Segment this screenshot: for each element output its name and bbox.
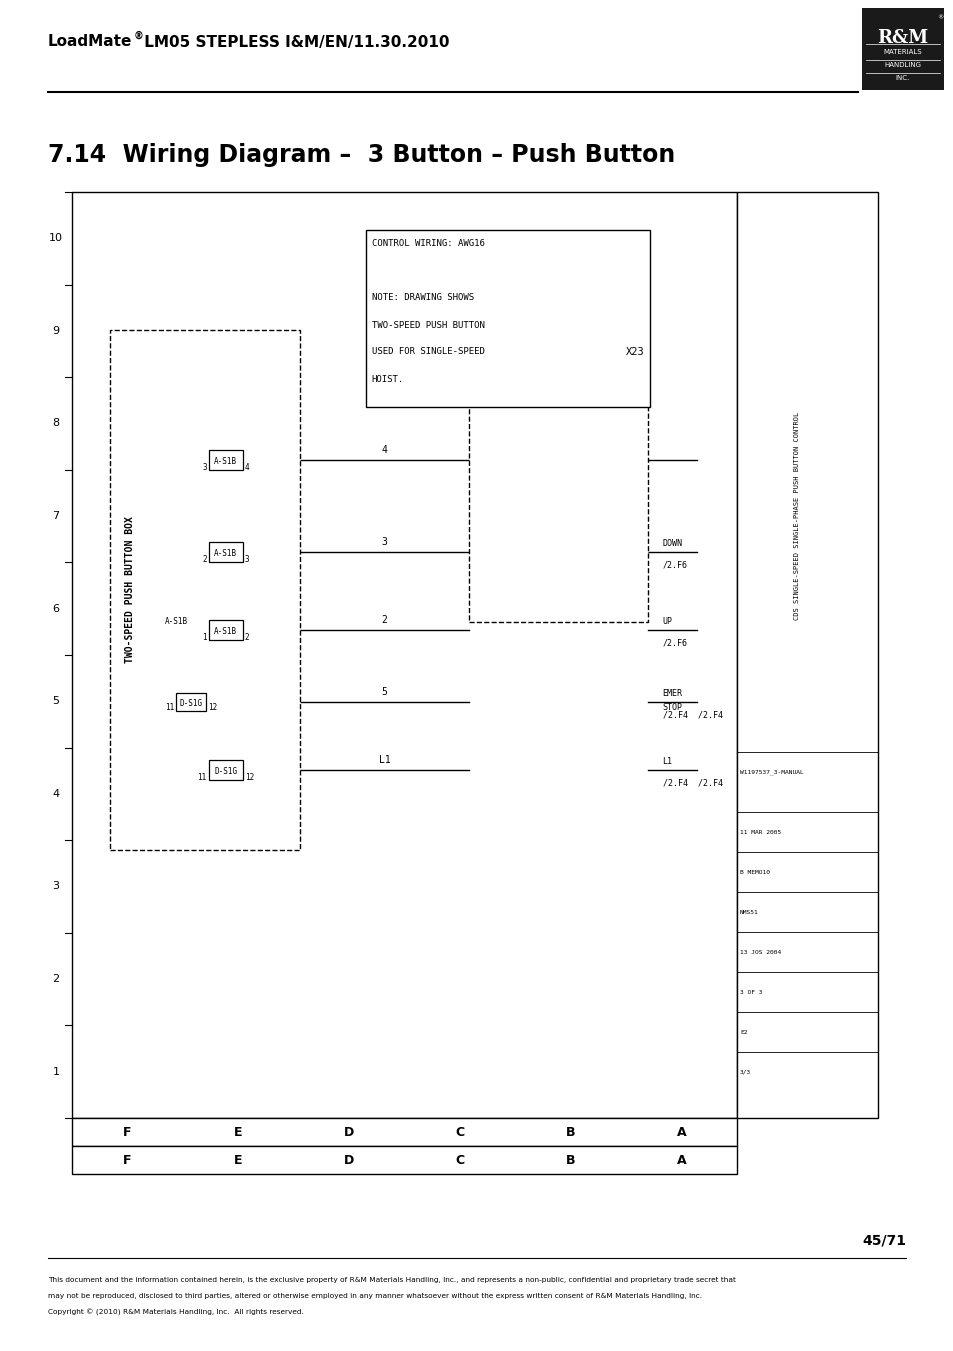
Text: D-S1G: D-S1G <box>214 766 237 775</box>
Text: R&M: R&M <box>877 28 927 47</box>
Text: B MEMO10: B MEMO10 <box>740 870 769 874</box>
Text: 1: 1 <box>202 632 207 642</box>
Text: 2: 2 <box>381 615 387 626</box>
Text: F: F <box>123 1154 132 1166</box>
Text: TWO-SPEED PUSH BUTTON: TWO-SPEED PUSH BUTTON <box>372 320 484 330</box>
Text: 3/3: 3/3 <box>740 1070 750 1074</box>
Text: E: E <box>233 1125 242 1139</box>
Text: /2.F4  /2.F4: /2.F4 /2.F4 <box>662 711 721 720</box>
Text: /2.F4  /2.F4: /2.F4 /2.F4 <box>662 778 721 788</box>
Text: 5: 5 <box>381 688 387 697</box>
Text: This document and the information contained herein, is the exclusive property of: This document and the information contai… <box>48 1277 735 1283</box>
Text: INC.: INC. <box>895 76 909 81</box>
Text: HOIST.: HOIST. <box>372 374 404 384</box>
Text: ®: ® <box>133 31 144 41</box>
Text: UP: UP <box>662 617 672 627</box>
Text: C: C <box>455 1154 464 1166</box>
Text: 6: 6 <box>52 604 59 613</box>
Bar <box>71 192 737 1119</box>
Bar <box>737 192 877 1119</box>
Text: 3: 3 <box>245 554 249 563</box>
Text: 2: 2 <box>245 632 249 642</box>
Text: 7.14  Wiring Diagram –  3 Button – Push Button: 7.14 Wiring Diagram – 3 Button – Push Bu… <box>48 143 675 168</box>
Text: 11 MAR 2005: 11 MAR 2005 <box>740 830 781 835</box>
Text: D: D <box>344 1154 354 1166</box>
Bar <box>469 330 647 621</box>
Text: A: A <box>676 1154 685 1166</box>
Text: A: A <box>676 1125 685 1139</box>
Text: may not be reproduced, disclosed to third parties, altered or otherwise employed: may not be reproduced, disclosed to thir… <box>48 1293 701 1300</box>
Text: B: B <box>565 1125 575 1139</box>
Text: 11: 11 <box>197 773 207 781</box>
Text: 12: 12 <box>208 704 217 712</box>
Text: USED FOR SINGLE-SPEED: USED FOR SINGLE-SPEED <box>372 347 484 357</box>
Text: 8: 8 <box>52 419 59 428</box>
Text: 11: 11 <box>165 704 173 712</box>
Text: HANDLING: HANDLING <box>883 62 921 68</box>
Text: 2: 2 <box>202 554 207 563</box>
Text: F: F <box>123 1125 132 1139</box>
Text: 7: 7 <box>52 511 59 521</box>
Text: 12: 12 <box>245 773 253 781</box>
Text: TWO-SPEED PUSH BUTTON BOX: TWO-SPEED PUSH BUTTON BOX <box>125 516 134 663</box>
Text: CDS SINGLE-SPEED SINGLE-PHASE PUSH BUTTON CONTROL: CDS SINGLE-SPEED SINGLE-PHASE PUSH BUTTO… <box>794 412 800 620</box>
Text: E: E <box>233 1154 242 1166</box>
Text: ®: ® <box>936 15 943 20</box>
Bar <box>110 330 300 850</box>
Text: A-S1B: A-S1B <box>214 549 237 558</box>
Text: L1: L1 <box>662 758 672 766</box>
Text: EMER: EMER <box>662 689 681 698</box>
Text: 13 JOS 2004: 13 JOS 2004 <box>740 950 781 955</box>
Text: 5: 5 <box>52 696 59 707</box>
Text: 2: 2 <box>52 974 59 984</box>
Text: MATERIALS: MATERIALS <box>882 49 922 55</box>
Text: Copyright © (2010) R&M Materials Handling, Inc.  All rights reserved.: Copyright © (2010) R&M Materials Handlin… <box>48 1308 304 1316</box>
Bar <box>365 230 649 407</box>
Text: 4: 4 <box>245 462 249 471</box>
Text: 10: 10 <box>49 234 63 243</box>
Bar <box>71 1146 737 1174</box>
Text: STOP: STOP <box>662 703 681 712</box>
Text: C: C <box>455 1125 464 1139</box>
Text: /2.F6: /2.F6 <box>662 561 687 570</box>
Text: 3: 3 <box>202 462 207 471</box>
Bar <box>209 450 243 470</box>
Text: 3: 3 <box>52 881 59 892</box>
Text: 4: 4 <box>52 789 59 798</box>
Text: CONTROL WIRING: AWG16: CONTROL WIRING: AWG16 <box>372 239 484 249</box>
Text: X23: X23 <box>625 347 644 357</box>
Text: 1: 1 <box>52 1067 59 1077</box>
Text: 3 OF 3: 3 OF 3 <box>740 989 761 994</box>
Bar <box>209 542 243 562</box>
Text: D-S1G: D-S1G <box>179 698 202 708</box>
Text: D: D <box>344 1125 354 1139</box>
Text: W1197537_3-MANUAL: W1197537_3-MANUAL <box>740 769 803 775</box>
Bar <box>71 1119 737 1146</box>
Text: B: B <box>565 1154 575 1166</box>
Text: 9: 9 <box>52 326 59 336</box>
Text: DOWN: DOWN <box>662 539 681 549</box>
Bar <box>209 620 243 640</box>
Text: LoadMate: LoadMate <box>48 35 132 50</box>
Bar <box>862 8 943 91</box>
Text: NMS51: NMS51 <box>740 909 758 915</box>
Text: NOTE: DRAWING SHOWS: NOTE: DRAWING SHOWS <box>372 293 474 303</box>
Text: /2.F6: /2.F6 <box>662 639 687 647</box>
Text: E2: E2 <box>740 1029 747 1035</box>
Text: A-S1B: A-S1B <box>214 457 237 466</box>
Text: LM05 STEPLESS I&M/EN/11.30.2010: LM05 STEPLESS I&M/EN/11.30.2010 <box>139 35 449 50</box>
Text: 45/71: 45/71 <box>862 1233 905 1247</box>
Text: L1: L1 <box>378 755 390 765</box>
Bar <box>209 761 243 780</box>
Text: 3: 3 <box>381 536 387 547</box>
Text: A-S1B: A-S1B <box>165 617 188 627</box>
Bar <box>176 693 206 711</box>
Text: A-S1B: A-S1B <box>214 627 237 635</box>
Text: 4: 4 <box>381 444 387 455</box>
